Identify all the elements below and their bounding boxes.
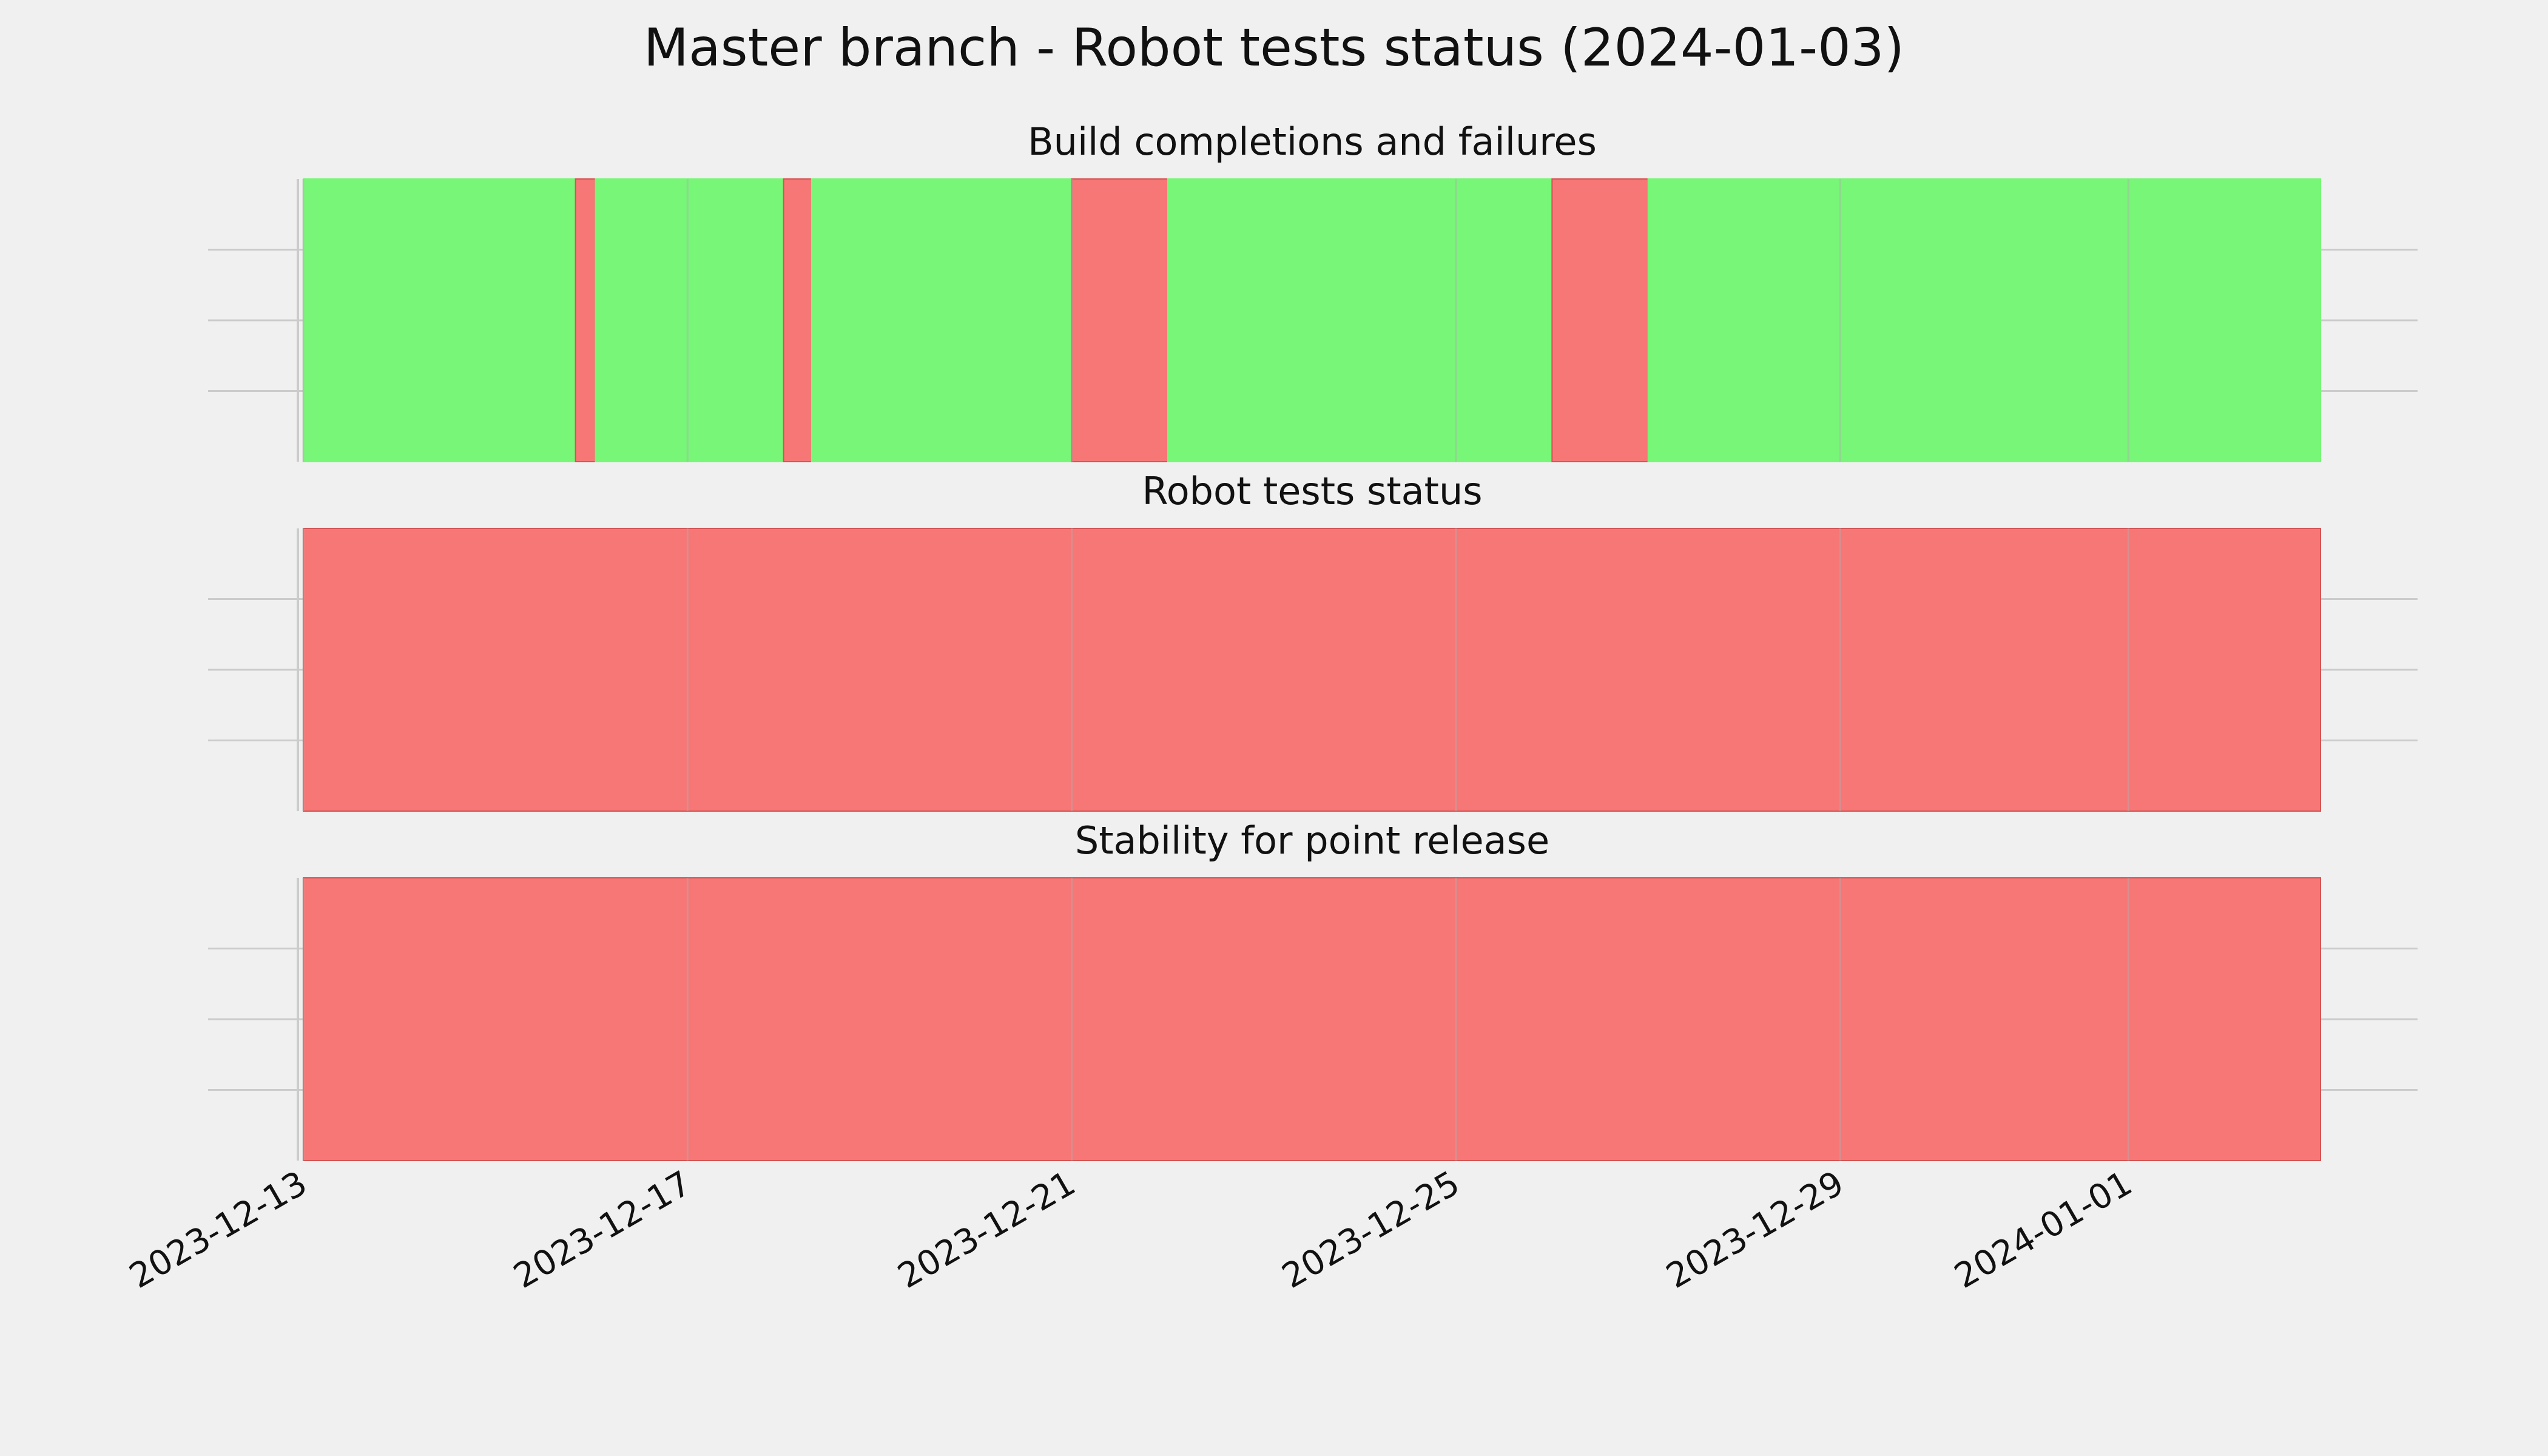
status-segment-fail xyxy=(783,178,812,462)
status-segment-fail xyxy=(303,528,2321,812)
status-segment-pass xyxy=(595,178,784,462)
panel-3: Stability for point release xyxy=(208,818,2418,1161)
panel-title: Robot tests status xyxy=(1142,469,1482,513)
chart-title: Master branch - Robot tests status (2024… xyxy=(644,18,1904,78)
status-segment-pass xyxy=(1167,178,1553,462)
panel-title: Build completions and failures xyxy=(1028,120,1597,164)
status-segment-fail xyxy=(1071,178,1168,462)
chart-panels: Build completions and failures Robot test… xyxy=(208,120,2418,1161)
panel-1: Build completions and failures xyxy=(208,120,2418,462)
status-segment-fail xyxy=(575,178,596,462)
status-segment-pass xyxy=(1647,178,2322,462)
status-segment-fail xyxy=(1551,178,1649,462)
panel-title: Stability for point release xyxy=(1075,818,1549,863)
status-segment-fail xyxy=(303,877,2321,1161)
status-segment-pass xyxy=(303,178,576,462)
status-segment-pass xyxy=(811,178,1073,462)
panel-2: Robot tests status xyxy=(208,469,2418,812)
